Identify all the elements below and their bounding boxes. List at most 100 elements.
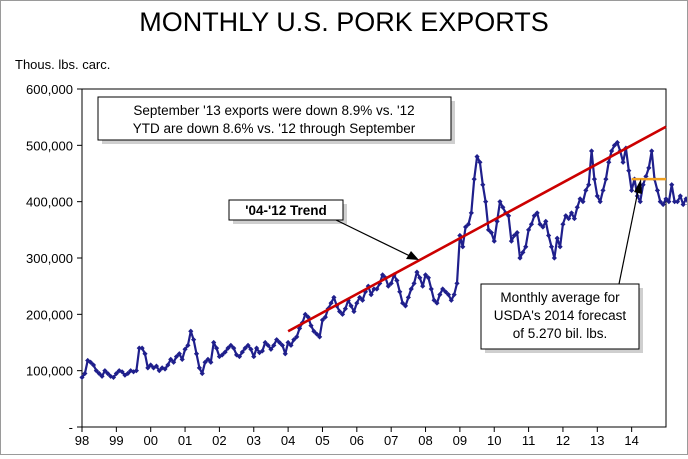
- exports-point: [374, 286, 380, 292]
- trend-arrow-head: [406, 251, 419, 260]
- exports-point: [543, 218, 549, 224]
- exports-point: [165, 362, 171, 368]
- exports-point: [99, 373, 105, 379]
- exports-point: [431, 297, 437, 303]
- exports-point: [425, 275, 431, 281]
- exports-point: [388, 280, 394, 286]
- exports-point: [500, 204, 506, 210]
- x-tick-label: 14: [624, 433, 638, 448]
- y-tick-label: 300,000: [26, 251, 73, 266]
- exports-point: [531, 213, 537, 219]
- exports-point: [417, 275, 423, 281]
- exports-point: [222, 349, 228, 355]
- exports-point: [308, 323, 314, 329]
- x-tick-label: 08: [418, 433, 432, 448]
- exports-point: [185, 342, 191, 348]
- trend-label-text: '04-'12 Trend: [245, 203, 326, 218]
- exports-point: [294, 334, 300, 340]
- exports-point: [414, 269, 420, 275]
- exports-point: [620, 159, 626, 165]
- exports-point: [428, 286, 434, 292]
- exports-point: [239, 349, 245, 355]
- exports-point: [365, 283, 371, 289]
- x-tick-label: 06: [350, 433, 364, 448]
- exports-point: [609, 148, 615, 154]
- exports-point: [442, 289, 449, 295]
- exports-point: [511, 232, 517, 239]
- exports-point: [563, 213, 569, 219]
- y-axis-unit-label: Thous. lbs. carc.: [15, 57, 110, 72]
- exports-point: [339, 311, 346, 317]
- exports-point: [233, 352, 240, 358]
- y-tick-label: 400,000: [26, 195, 73, 210]
- exports-point: [669, 182, 675, 188]
- exports-point: [537, 221, 543, 227]
- exports-point: [291, 337, 297, 343]
- exports-point: [657, 199, 663, 205]
- exports-point: [597, 199, 603, 205]
- exports-point: [445, 292, 452, 298]
- exports-point: [305, 314, 311, 320]
- exports-point: [614, 139, 620, 146]
- trend-series: [287, 125, 667, 333]
- exports-point: [105, 370, 111, 377]
- exports-point: [454, 280, 460, 286]
- exports-point: [110, 374, 117, 381]
- exports-point: [551, 255, 557, 261]
- exports-point: [629, 187, 635, 193]
- exports-point: [397, 289, 403, 295]
- exports-point: [525, 227, 532, 233]
- exports-point: [125, 370, 131, 377]
- exports-point: [588, 148, 595, 154]
- exports-point: [331, 294, 337, 301]
- x-tick-label: 05: [315, 433, 329, 448]
- trend-line: [287, 125, 667, 333]
- exports-point: [583, 187, 589, 193]
- exports-point: [546, 232, 552, 239]
- exports-point: [288, 342, 294, 348]
- exports-point: [216, 353, 223, 360]
- exports-point: [571, 215, 577, 222]
- chart-title: MONTHLY U.S. PORK EXPORTS: [139, 7, 549, 37]
- exports-point: [357, 294, 363, 301]
- x-tick-label: 12: [556, 433, 570, 448]
- exports-point: [534, 210, 540, 216]
- exports-point: [156, 368, 162, 374]
- exports-point: [637, 199, 643, 205]
- exports-point: [434, 300, 440, 306]
- exports-point: [188, 328, 194, 334]
- exports-point: [231, 345, 237, 351]
- exports-point: [465, 221, 472, 227]
- exports-point: [646, 165, 652, 171]
- exports-point: [606, 159, 612, 165]
- exports-point: [276, 339, 283, 346]
- exports-point: [314, 331, 320, 337]
- exports-point: [317, 334, 323, 340]
- exports-point: [422, 272, 429, 278]
- september-note-callout: September '13 exports were down 8.9% vs.…: [97, 96, 455, 144]
- exports-point: [485, 227, 492, 233]
- exports-point: [368, 292, 374, 298]
- forecast-arrow-head: [634, 179, 642, 194]
- exports-point: [202, 359, 208, 365]
- exports-point: [643, 173, 649, 179]
- x-tick-label: 99: [109, 433, 123, 448]
- exports-point: [400, 300, 406, 306]
- exports-point: [139, 345, 145, 351]
- exports-point: [236, 353, 243, 360]
- exports-point: [517, 255, 523, 261]
- exports-point: [302, 311, 308, 317]
- exports-point: [574, 204, 580, 210]
- exports-point: [560, 221, 566, 227]
- x-tick-label: 00: [143, 433, 157, 448]
- exports-point: [282, 351, 288, 357]
- exports-point: [379, 272, 386, 278]
- exports-point: [245, 342, 251, 348]
- x-tick-label: 98: [75, 433, 89, 448]
- exports-point: [483, 199, 489, 205]
- exports-point: [171, 359, 177, 365]
- exports-point: [213, 345, 220, 351]
- exports-point: [671, 199, 678, 205]
- exports-point: [405, 294, 411, 301]
- exports-point: [557, 244, 563, 250]
